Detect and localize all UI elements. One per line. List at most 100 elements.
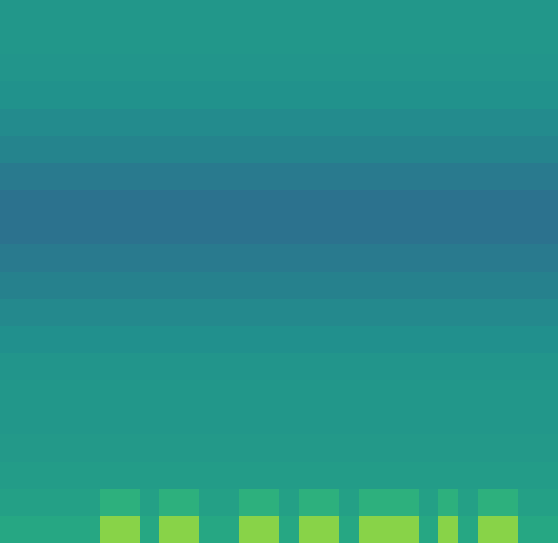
cell xyxy=(219,190,239,218)
cell xyxy=(419,407,439,435)
cell xyxy=(478,0,498,28)
cell xyxy=(120,190,140,218)
cell xyxy=(299,326,319,354)
cell xyxy=(299,434,319,462)
cell xyxy=(259,109,279,137)
cell xyxy=(538,434,558,462)
cell xyxy=(518,27,538,55)
cell xyxy=(120,516,140,543)
cell xyxy=(20,434,40,462)
cell xyxy=(379,462,399,490)
cell xyxy=(20,489,40,517)
cell xyxy=(359,217,379,245)
cell xyxy=(40,380,60,408)
cell xyxy=(279,380,299,408)
cell xyxy=(100,54,120,82)
cell xyxy=(179,54,199,82)
cell xyxy=(518,516,538,543)
cell xyxy=(458,462,478,490)
cell xyxy=(399,326,419,354)
cell xyxy=(518,0,538,28)
cell xyxy=(518,190,538,218)
cell xyxy=(40,54,60,82)
heatmap-cells xyxy=(0,0,558,543)
cell xyxy=(199,217,219,245)
cell xyxy=(359,299,379,327)
cell xyxy=(120,0,140,28)
cell xyxy=(458,489,478,517)
cell xyxy=(279,27,299,55)
cell xyxy=(120,462,140,490)
cell xyxy=(80,27,100,55)
cell xyxy=(478,326,498,354)
cell xyxy=(0,299,20,327)
cell xyxy=(518,163,538,191)
cell xyxy=(199,326,219,354)
cell xyxy=(339,0,359,28)
cell xyxy=(339,299,359,327)
cell xyxy=(299,109,319,137)
cell xyxy=(100,353,120,381)
cell xyxy=(239,434,259,462)
cell xyxy=(120,326,140,354)
cell xyxy=(140,326,160,354)
cell xyxy=(20,54,40,82)
cell xyxy=(319,434,339,462)
cell xyxy=(419,109,439,137)
cell xyxy=(478,489,498,517)
cell xyxy=(80,299,100,327)
cell xyxy=(438,244,458,272)
cell xyxy=(140,489,160,517)
cell xyxy=(498,27,518,55)
cell xyxy=(359,27,379,55)
cell xyxy=(458,190,478,218)
cell xyxy=(538,54,558,82)
cell xyxy=(279,272,299,300)
cell xyxy=(80,81,100,109)
cell xyxy=(538,81,558,109)
cell xyxy=(100,217,120,245)
cell xyxy=(199,109,219,137)
cell xyxy=(259,489,279,517)
cell xyxy=(199,136,219,164)
cell xyxy=(538,190,558,218)
cell xyxy=(299,244,319,272)
cell xyxy=(40,27,60,55)
cell xyxy=(219,81,239,109)
cell xyxy=(299,27,319,55)
cell xyxy=(159,299,179,327)
cell xyxy=(399,0,419,28)
cell xyxy=(498,434,518,462)
cell xyxy=(120,407,140,435)
cell xyxy=(339,489,359,517)
cell xyxy=(40,299,60,327)
cell xyxy=(399,27,419,55)
cell xyxy=(239,353,259,381)
cell xyxy=(339,136,359,164)
cell xyxy=(399,272,419,300)
cell xyxy=(538,136,558,164)
cell xyxy=(159,136,179,164)
cell xyxy=(379,489,399,517)
cell xyxy=(0,462,20,490)
cell xyxy=(299,54,319,82)
cell xyxy=(140,27,160,55)
cell xyxy=(100,434,120,462)
cell xyxy=(60,81,80,109)
cell xyxy=(0,0,20,28)
cell xyxy=(399,81,419,109)
cell xyxy=(140,190,160,218)
cell xyxy=(339,109,359,137)
cell xyxy=(498,244,518,272)
cell xyxy=(299,0,319,28)
cell xyxy=(120,54,140,82)
cell xyxy=(120,489,140,517)
cell xyxy=(498,516,518,543)
cell xyxy=(100,407,120,435)
cell xyxy=(179,136,199,164)
cell xyxy=(120,109,140,137)
cell xyxy=(259,27,279,55)
cell xyxy=(179,299,199,327)
cell xyxy=(478,163,498,191)
cell xyxy=(219,27,239,55)
